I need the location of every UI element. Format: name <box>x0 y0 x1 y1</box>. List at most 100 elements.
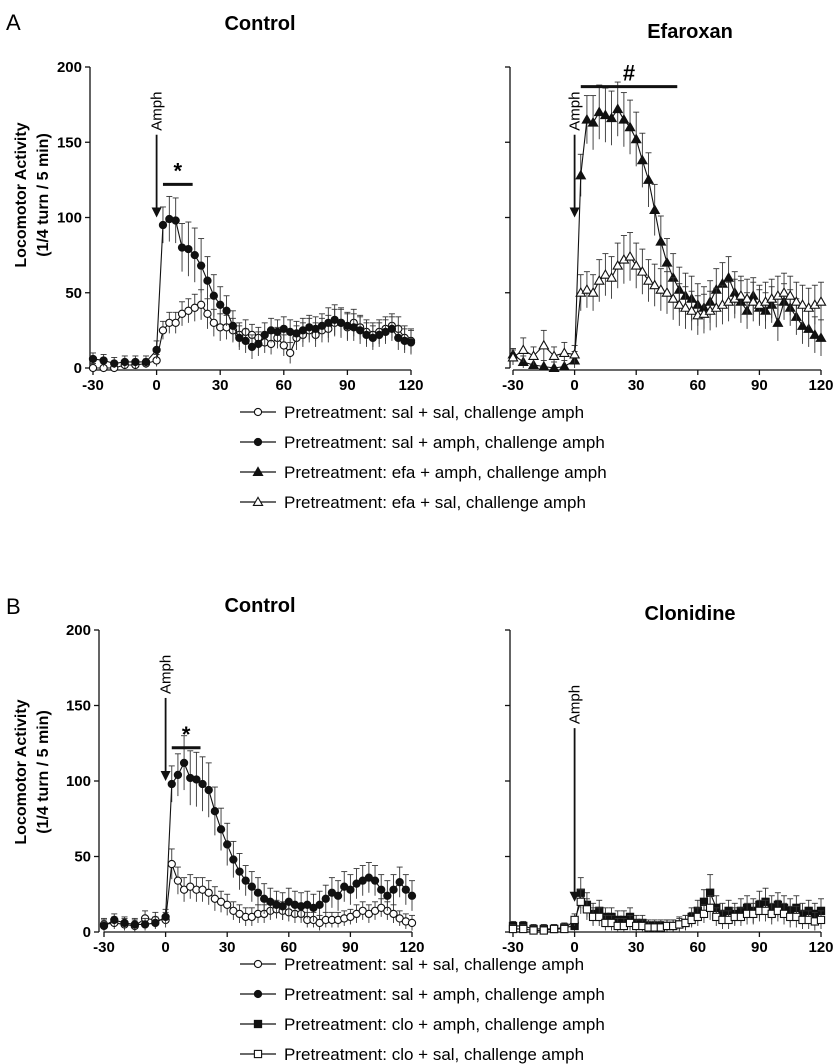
data-point <box>228 321 238 331</box>
x-tick-label: 120 <box>808 377 833 394</box>
data-point <box>790 296 802 306</box>
legend-item: Pretreatment: efa + amph, challenge amph <box>240 463 607 482</box>
data-point <box>705 903 715 912</box>
data-point <box>253 959 263 969</box>
data-point <box>519 924 528 934</box>
data-point <box>529 926 538 935</box>
data-point <box>612 103 624 114</box>
data-point <box>198 779 207 789</box>
legend-label: Pretreatment: clo + amph, challenge amph <box>284 1015 605 1034</box>
data-point <box>286 348 295 358</box>
panel-letter-b: B <box>6 594 21 619</box>
data-point <box>735 290 747 300</box>
data-point <box>158 220 168 230</box>
x-tick-label: 30 <box>212 377 229 394</box>
data-point <box>321 894 330 903</box>
data-point <box>210 807 220 816</box>
significance-marker: * <box>174 158 183 183</box>
data-point <box>548 362 560 373</box>
data-point <box>661 287 673 297</box>
data-point <box>151 918 160 928</box>
legend-label: Pretreatment: sal + sal, challenge amph <box>284 955 584 974</box>
x-tick-label: 60 <box>275 377 292 394</box>
x-tick-label: 90 <box>751 377 768 394</box>
data-point <box>203 276 212 285</box>
data-point <box>167 859 176 869</box>
data-point <box>141 357 151 367</box>
data-point <box>558 360 570 371</box>
legend-item: Pretreatment: sal + sal, challenge amph <box>240 403 584 422</box>
data-point <box>642 174 655 184</box>
data-point <box>110 359 119 368</box>
data-point <box>253 1049 263 1059</box>
data-point <box>383 891 392 900</box>
chart-a-efaroxan: Efaroxan -30 0 30 60 90 120 Amph # <box>502 21 833 394</box>
data-point <box>254 339 263 349</box>
x-tick-label: 0 <box>570 939 578 956</box>
data-point <box>190 250 199 260</box>
amph-label: Amph <box>567 685 584 724</box>
data-point <box>203 309 212 318</box>
legend-a: Pretreatment: sal + sal, challenge amph P… <box>240 403 607 512</box>
data-point <box>705 888 715 897</box>
data-point <box>184 244 193 254</box>
legend-label: Pretreatment: sal + amph, challenge amph <box>284 985 605 1004</box>
data-point <box>99 356 108 365</box>
data-point <box>606 112 618 123</box>
data-point <box>158 326 168 335</box>
data-point <box>661 256 673 267</box>
data-point <box>815 332 827 342</box>
data-point <box>131 357 140 367</box>
x-tick-label: 60 <box>689 377 706 394</box>
y-tick-label: 100 <box>57 210 82 227</box>
series-filled-triangle <box>507 81 827 373</box>
data-point <box>253 888 263 897</box>
y-tick-label: 0 <box>83 924 91 941</box>
legend-item: Pretreatment: efa + sal, challenge amph <box>240 493 586 512</box>
data-point <box>120 918 129 928</box>
amph-label: Amph <box>149 92 166 131</box>
data-point <box>229 855 238 864</box>
data-point <box>192 775 201 784</box>
data-point <box>235 867 244 876</box>
data-point <box>642 275 655 285</box>
data-point <box>253 437 263 447</box>
data-point <box>171 318 180 327</box>
x-tick-label: -30 <box>502 377 524 394</box>
data-point <box>560 924 569 934</box>
data-point <box>387 324 397 334</box>
y-axis-label-b-line1: Locomotor Activity <box>13 699 30 844</box>
data-point <box>549 924 559 934</box>
data-point <box>241 876 250 885</box>
data-point <box>599 268 611 279</box>
data-point <box>196 300 206 309</box>
y-tick-label: 50 <box>65 285 82 302</box>
data-point <box>315 900 324 909</box>
data-point <box>140 920 150 929</box>
data-point <box>204 785 213 795</box>
legend-b: Pretreatment: sal + sal, challenge amph P… <box>240 955 605 1064</box>
x-tick-label: 90 <box>342 939 359 956</box>
panel-letter-a: A <box>6 10 21 35</box>
data-point <box>624 250 636 261</box>
legend-label: Pretreatment: clo + sal, challenge amph <box>284 1045 584 1064</box>
data-point <box>741 293 753 303</box>
data-point <box>747 296 759 306</box>
series-filled-circle <box>99 735 417 932</box>
data-point <box>570 915 579 925</box>
data-point <box>241 336 250 346</box>
data-point <box>370 876 380 885</box>
data-point <box>253 407 263 417</box>
data-point <box>110 915 119 925</box>
data-point <box>784 290 796 300</box>
y-axis-label-b-line2: (1/4 turn / 5 min) <box>35 710 52 834</box>
x-tick-label: 60 <box>280 939 297 956</box>
data-point <box>595 912 604 922</box>
data-point <box>222 306 231 315</box>
data-point <box>581 284 593 294</box>
data-point <box>576 897 585 906</box>
legend-item: Pretreatment: sal + sal, challenge amph <box>240 955 584 974</box>
legend-item: Pretreatment: sal + amph, challenge amph <box>240 433 605 452</box>
x-tick-label: -30 <box>502 939 524 956</box>
